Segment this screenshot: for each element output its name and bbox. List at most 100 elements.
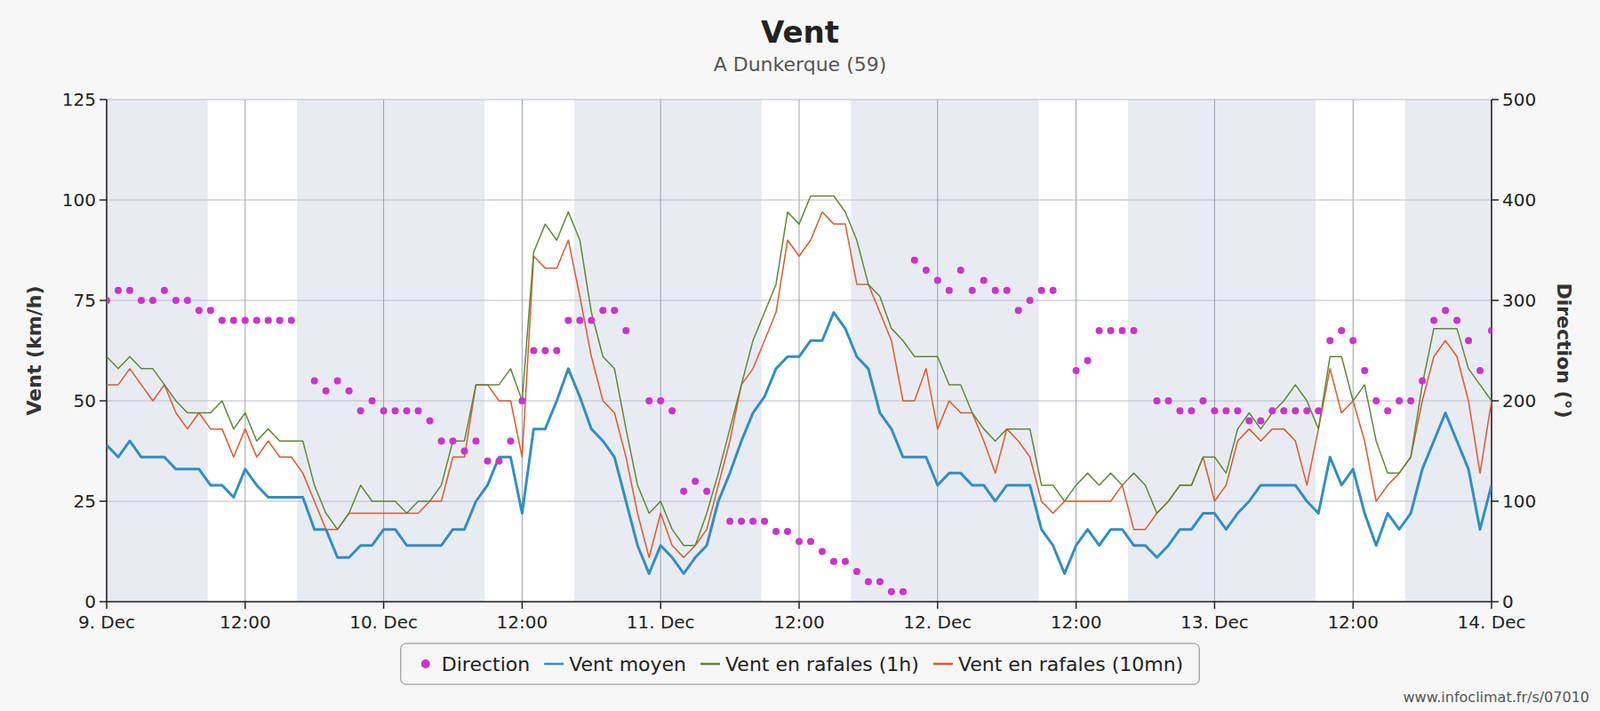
- direction-point: [1326, 336, 1334, 344]
- legend: DirectionVent moyenVent en rafales (1h)V…: [400, 643, 1200, 685]
- x-grid: [1352, 99, 1354, 602]
- direction-point: [899, 588, 907, 596]
- y-tick: [99, 199, 107, 201]
- x-grid: [1075, 99, 1077, 602]
- direction-point: [230, 317, 238, 325]
- y-tick-label: 125: [62, 88, 96, 111]
- x-tick-label: 13. Dec: [1180, 611, 1249, 633]
- direction-point: [1441, 306, 1449, 314]
- direction-point: [426, 417, 434, 425]
- plot-area: [106, 99, 1492, 602]
- title: Vent: [760, 14, 840, 50]
- direction-point: [172, 296, 180, 304]
- y-axis-title: Vent (km/h): [23, 286, 46, 416]
- direction-point: [610, 306, 618, 314]
- direction-point: [1015, 306, 1023, 314]
- day-band: [1315, 99, 1406, 602]
- direction-point: [703, 488, 711, 496]
- direction-point: [830, 558, 838, 566]
- x-tick-label: 10. Dec: [349, 611, 418, 633]
- direction-point: [1003, 287, 1011, 295]
- legend-marker: [544, 663, 564, 666]
- direction-point: [529, 347, 537, 355]
- direction-point: [599, 306, 607, 314]
- y-tick-label: 50: [73, 390, 96, 412]
- series-line: [106, 212, 1492, 559]
- direction-point: [149, 296, 157, 304]
- grid: [106, 99, 1492, 602]
- direction-point: [460, 448, 468, 456]
- direction-point: [518, 397, 526, 405]
- direction-point: [368, 397, 376, 405]
- x-grid: [1491, 99, 1493, 602]
- direction-point: [1384, 407, 1392, 415]
- direction-point: [241, 317, 249, 325]
- direction-point: [876, 577, 884, 585]
- direction-point: [160, 287, 168, 295]
- legend-marker: [421, 659, 431, 669]
- y2-tick: [1491, 199, 1499, 201]
- y2-tick-label: 0: [1502, 591, 1514, 613]
- direction-point: [1164, 397, 1172, 405]
- y2-tick-label: 300: [1502, 289, 1536, 312]
- direction-point: [668, 407, 676, 415]
- direction-point: [322, 387, 330, 395]
- direction-point: [749, 518, 757, 526]
- direction-point: [357, 407, 365, 415]
- direction-point: [114, 287, 122, 295]
- direction-point: [472, 437, 480, 445]
- x-tick-label: 12:00: [496, 611, 549, 633]
- direction-point: [818, 548, 826, 556]
- y-tick-label: 100: [62, 189, 96, 211]
- x-grid: [106, 99, 108, 602]
- x-tick-label: 12. Dec: [903, 611, 972, 633]
- x-tick: [521, 601, 524, 609]
- direction-point: [1038, 287, 1046, 295]
- day-band: [484, 99, 575, 602]
- x-grid: [936, 99, 938, 602]
- x-tick-label: 14. Dec: [1457, 611, 1527, 633]
- direction-point: [1488, 327, 1492, 335]
- direction-point: [264, 317, 272, 325]
- direction-point: [1210, 407, 1218, 415]
- direction-point: [680, 488, 688, 496]
- direction-point: [957, 266, 965, 274]
- y2-tick: [1491, 400, 1499, 402]
- direction-point: [564, 317, 572, 325]
- direction-point: [495, 457, 503, 465]
- direction-point: [1107, 327, 1115, 335]
- direction-point: [1026, 296, 1034, 304]
- legend-box: [400, 643, 1200, 685]
- direction-point: [1268, 407, 1276, 415]
- direction-point: [1314, 407, 1322, 415]
- background: [0, 0, 1600, 711]
- y-tick-label: 75: [73, 289, 96, 312]
- series-line: [106, 312, 1492, 575]
- legend-label: Vent moyen: [568, 653, 687, 676]
- direction-point: [622, 327, 630, 335]
- direction-point: [888, 588, 896, 596]
- direction-point: [691, 477, 699, 485]
- x-tick-label: 12:00: [1050, 611, 1103, 633]
- direction-point: [1453, 317, 1461, 325]
- direction-point: [841, 558, 849, 566]
- direction-point: [276, 317, 284, 325]
- x-tick: [659, 601, 662, 609]
- direction-point: [1349, 336, 1357, 344]
- y2-tick: [1491, 600, 1499, 603]
- y2-axis: [1490, 99, 1493, 602]
- x-grid: [521, 99, 523, 602]
- legend-label: Vent en rafales (10mn): [958, 653, 1184, 676]
- y-tick-label: 25: [73, 490, 96, 512]
- y2-tick-label: 200: [1502, 390, 1536, 412]
- direction-point: [760, 518, 768, 526]
- legend-item: Direction: [421, 653, 530, 676]
- direction-point: [864, 577, 872, 585]
- direction-point: [1476, 367, 1484, 375]
- direction-point: [726, 518, 734, 526]
- data: [106, 195, 1492, 595]
- direction-point: [1407, 397, 1415, 405]
- direction-point: [541, 347, 549, 355]
- y-tick: [99, 299, 107, 302]
- direction-point: [415, 407, 423, 415]
